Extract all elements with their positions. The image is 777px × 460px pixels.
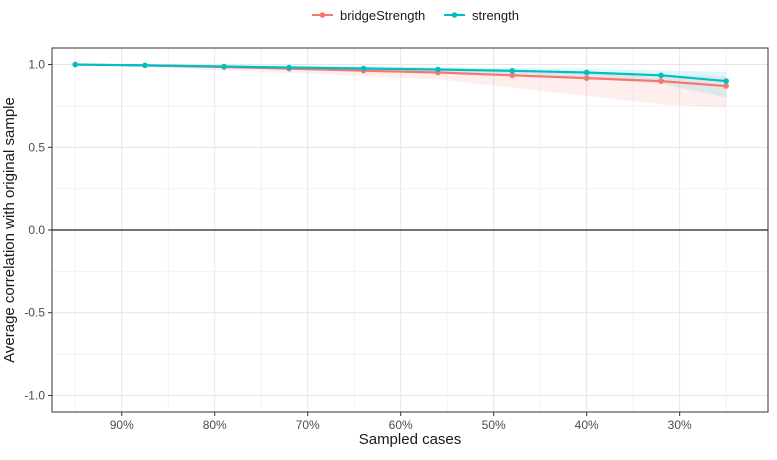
point-bridgestrength-8: [658, 78, 664, 84]
point-strength-6: [509, 68, 516, 74]
x-tick-label-2: 70%: [296, 418, 320, 432]
point-strength-1: [142, 62, 148, 69]
legend-label-strength: strength: [472, 8, 519, 23]
point-strength-0: [72, 61, 79, 68]
point-bridgestrength-9: [723, 83, 729, 89]
x-tick-label-0: 90%: [110, 418, 134, 432]
x-tick-label-5: 40%: [575, 418, 599, 432]
point-bridgestrength-6: [509, 72, 516, 79]
point-strength-3: [286, 64, 292, 71]
point-strength-4: [360, 65, 367, 72]
x-axis-title: Sampled cases: [359, 431, 462, 448]
point-strength-8: [658, 72, 664, 79]
legend: bridgeStrength strength: [312, 8, 519, 23]
x-tick-label-4: 50%: [482, 418, 506, 432]
legend-item-bridgestrength: bridgeStrength: [312, 8, 425, 23]
legend-label-bridgestrength: bridgeStrength: [340, 8, 425, 23]
x-tick-label-1: 80%: [203, 418, 227, 432]
y-tick-label-4: -1.0: [24, 388, 45, 402]
y-tick-label-3: -0.5: [24, 306, 45, 320]
series-lines: [75, 63, 727, 88]
legend-item-strength: strength: [444, 8, 519, 23]
y-axis-ticks: 1.0 0.5 0.0 -0.5 -1.0: [24, 58, 52, 402]
point-bridgestrength-7: [583, 75, 590, 81]
band-bridgestrength: [75, 64, 727, 108]
y-tick-label-2: 0.0: [28, 223, 45, 237]
point-strength-9: [723, 78, 729, 84]
y-axis-title: Average correlation with original sample: [1, 97, 18, 363]
y-tick-label-0: 1.0: [28, 58, 45, 72]
line-strength: [75, 63, 727, 83]
point-strength-5: [435, 66, 441, 73]
x-axis-ticks: 90% 80% 70% 60% 50% 40% 30%: [110, 412, 692, 432]
point-strength-7: [583, 69, 590, 76]
legend-key-point-strength: [451, 12, 458, 18]
legend-key-point-bridgestrength: [319, 12, 326, 18]
y-tick-label-1: 0.5: [28, 140, 45, 154]
x-tick-label-3: 60%: [389, 418, 413, 432]
series-points: [72, 61, 729, 89]
x-tick-label-6: 30%: [668, 418, 692, 432]
point-strength-2: [221, 63, 227, 70]
